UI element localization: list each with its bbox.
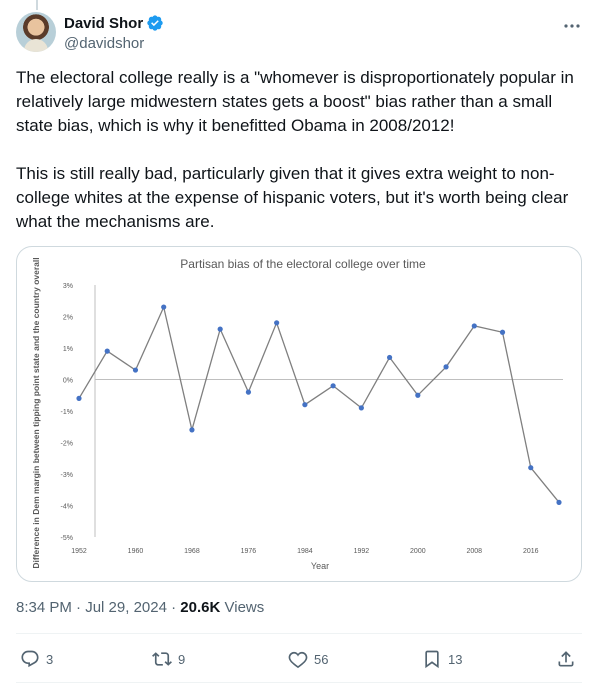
like-button[interactable]: 56 [288,649,328,669]
views-label: Views [224,599,265,616]
x-tick-label: 1960 [128,548,144,555]
share-button[interactable] [556,649,582,669]
views-count: 20.6K [180,599,221,616]
x-tick-label: 1984 [297,548,313,555]
chart-svg: Partisan bias of the electoral college o… [31,257,563,571]
x-tick-label: 1952 [71,548,87,555]
data-point [358,405,364,411]
x-tick-label: 2008 [467,548,483,555]
chart-ylabel: Difference in Dem margin between tipping… [31,257,41,568]
author-name[interactable]: David Shor [64,14,144,32]
y-tick-label: 2% [63,315,73,322]
reply-icon [21,650,39,668]
author-handle[interactable]: @davidshor [64,35,145,52]
data-point [386,354,393,361]
y-tick-label: -4% [61,504,73,511]
tweet-media-chart[interactable]: Partisan bias of the electoral college o… [16,246,582,582]
chart-xlabel: Year [311,561,329,571]
tweet-header: David Shor @davidshor [16,12,582,54]
repost-icon [152,652,172,666]
avatar[interactable] [16,12,56,52]
data-point [76,395,82,401]
data-point [104,348,110,354]
y-tick-label: -1% [61,409,73,416]
x-tick-label: 2000 [410,548,426,555]
data-point [132,367,139,373]
data-point [415,392,421,398]
data-point [245,389,252,395]
bookmark-count: 13 [448,651,463,667]
tweet-time[interactable]: 8:34 PM [16,599,72,616]
data-point [217,326,223,332]
share-icon [558,651,574,667]
tweet-date[interactable]: Jul 29, 2024 [85,599,167,616]
tweet-text: The electoral college really is a "whome… [16,66,582,234]
thread-line [36,0,38,10]
data-point [161,304,167,310]
more-options-icon[interactable] [562,16,582,36]
reply-button[interactable]: 3 [20,649,53,669]
y-tick-label: 3% [63,283,73,290]
reply-count: 3 [46,651,54,667]
data-point [443,364,449,370]
meta-separator: · [76,599,82,616]
heart-icon [288,651,308,669]
meta-separator: · [171,599,177,616]
repost-count: 9 [178,651,186,667]
data-point [302,402,308,408]
tweet-paragraph-2: This is still really bad, particularly g… [16,164,569,231]
chart-title: Partisan bias of the electoral college o… [180,257,426,271]
x-tick-label: 1992 [354,548,370,555]
series-line [78,305,560,503]
divider [16,633,582,634]
verified-badge-icon [147,15,163,31]
bookmark-icon [425,650,439,669]
author-name-row[interactable]: David Shor [64,14,164,32]
y-tick-label: 1% [63,346,73,353]
x-tick-label: 1976 [241,548,257,555]
data-point [330,383,336,389]
data-point [274,320,280,326]
y-tick-label: 0% [63,378,73,385]
bookmark-button[interactable]: 13 [422,649,462,669]
y-tick-label: -2% [61,441,73,448]
action-bar: 3 9 56 13 [16,640,582,678]
data-point [189,427,195,433]
y-tick-label: -3% [61,472,73,479]
y-tick-label: -5% [61,535,73,542]
data-point [499,329,506,335]
like-count: 56 [314,651,329,667]
tweet-paragraph-1: The electoral college really is a "whome… [16,68,574,135]
repost-button[interactable]: 9 [152,649,185,669]
tweet-meta: 8:34 PM · Jul 29, 2024 · 20.6K Views [16,599,264,616]
data-point [471,323,477,329]
x-tick-label: 2016 [523,548,539,555]
data-point [528,465,534,471]
data-point [556,499,562,505]
x-tick-label: 1968 [184,548,200,555]
